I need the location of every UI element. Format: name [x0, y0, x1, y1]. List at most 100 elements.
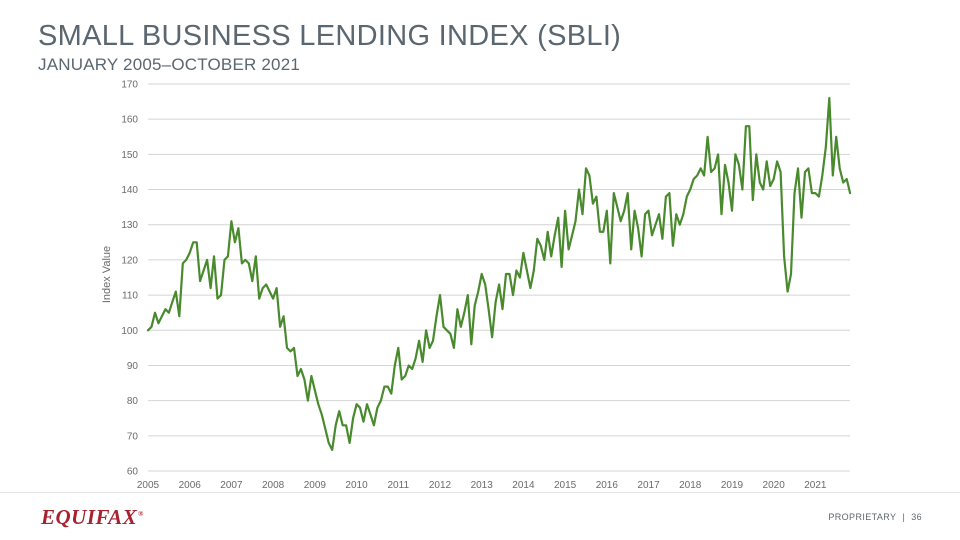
- data-point: [401, 378, 403, 381]
- proprietary-label: PROPRIETARY: [828, 512, 897, 522]
- data-point: [373, 424, 375, 426]
- data-point: [644, 213, 646, 215]
- data-point: [279, 326, 281, 328]
- data-point: [592, 203, 594, 205]
- data-point: [196, 241, 198, 243]
- data-point: [578, 188, 580, 191]
- data-point: [602, 231, 604, 233]
- data-point: [404, 375, 406, 377]
- data-point: [185, 259, 187, 261]
- x-tick-label: 2005: [137, 480, 160, 491]
- data-point: [700, 167, 702, 169]
- series-line: [146, 96, 852, 451]
- data-point: [752, 199, 754, 201]
- data-point: [769, 185, 771, 187]
- data-point: [307, 400, 309, 402]
- data-point: [724, 164, 726, 166]
- data-point: [460, 326, 462, 328]
- data-point: [397, 347, 399, 349]
- data-point: [171, 301, 173, 303]
- data-point: [627, 192, 629, 194]
- data-point: [491, 336, 493, 338]
- data-point: [620, 220, 622, 222]
- data-point: [828, 97, 830, 99]
- data-point: [745, 125, 747, 127]
- data-point: [331, 449, 333, 451]
- logo-registered-mark: ®: [138, 510, 144, 518]
- data-point: [265, 283, 267, 286]
- equifax-logo: EQUIFAX®: [41, 505, 144, 530]
- logo-text: EQUIFAX: [41, 505, 138, 529]
- data-point: [390, 393, 392, 395]
- data-point: [422, 361, 424, 363]
- x-tick-label: 2019: [721, 480, 744, 491]
- data-point: [157, 322, 159, 324]
- x-tick-label: 2009: [304, 480, 327, 491]
- data-point: [512, 294, 514, 296]
- x-axis-ticks: 2005 2006 2007 2008 2009 2010 2011 2012 2013 2014…: [137, 480, 827, 491]
- data-point: [818, 196, 820, 198]
- data-point: [526, 269, 528, 272]
- data-point: [623, 210, 625, 212]
- data-point: [150, 326, 153, 328]
- data-point: [668, 192, 671, 194]
- data-point: [846, 178, 848, 180]
- data-point: [703, 174, 705, 177]
- data-point: [536, 238, 538, 240]
- data-point: [800, 217, 803, 219]
- data-point: [394, 364, 396, 367]
- data-point: [328, 442, 330, 444]
- data-point: [477, 291, 479, 293]
- data-point: [418, 340, 420, 342]
- data-point: [790, 273, 792, 275]
- data-point: [241, 262, 243, 264]
- data-point: [661, 238, 664, 240]
- data-point: [543, 259, 545, 261]
- data-point: [227, 255, 229, 257]
- x-tick-label: 2008: [262, 480, 285, 491]
- x-tick-label: 2021: [804, 480, 827, 491]
- data-point: [780, 171, 782, 173]
- data-point: [821, 174, 823, 177]
- y-tick-label: 170: [121, 80, 138, 91]
- data-point: [595, 196, 598, 198]
- data-point: [574, 220, 577, 222]
- data-point: [842, 181, 844, 184]
- data-point: [380, 400, 382, 402]
- data-point: [342, 424, 344, 426]
- data-point: [470, 343, 472, 345]
- data-point: [255, 255, 257, 257]
- data-point: [679, 224, 681, 226]
- x-tick-label: 2015: [554, 480, 577, 491]
- data-point: [717, 153, 719, 155]
- data-point: [383, 386, 385, 388]
- y-tick-label: 80: [127, 396, 139, 407]
- data-point: [501, 308, 504, 310]
- data-point: [366, 403, 368, 405]
- data-point: [748, 125, 750, 127]
- data-point: [741, 188, 744, 191]
- data-point: [495, 301, 497, 303]
- data-point: [773, 178, 775, 180]
- data-point: [289, 350, 292, 352]
- data-point: [529, 287, 532, 289]
- data-point: [797, 167, 799, 169]
- y-tick-label: 60: [127, 467, 139, 478]
- data-point: [766, 160, 768, 162]
- data-point: [505, 273, 507, 275]
- data-point: [641, 255, 643, 257]
- data-point: [561, 266, 563, 268]
- data-point: [251, 280, 253, 282]
- data-point: [616, 206, 618, 208]
- y-axis-label: Index Value: [101, 246, 113, 303]
- data-point: [474, 305, 476, 307]
- data-point: [630, 248, 632, 250]
- data-point: [338, 410, 340, 412]
- data-point: [192, 241, 194, 243]
- data-point: [369, 414, 372, 416]
- footer-label: PROPRIETARY | 36: [828, 512, 922, 522]
- x-tick-label: 2007: [220, 480, 243, 491]
- data-point: [835, 136, 837, 138]
- y-tick-label: 90: [127, 361, 139, 372]
- y-tick-label: 140: [121, 185, 138, 196]
